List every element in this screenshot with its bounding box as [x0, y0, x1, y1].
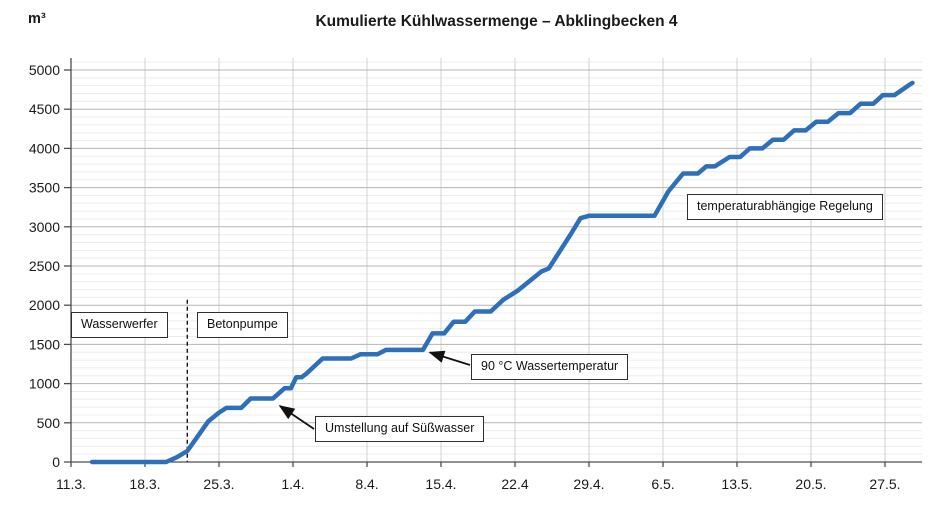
y-tick-label: 2500 — [29, 258, 60, 274]
x-axis-tick-labels: 11.3. 18.3. 25.3. 1.4. 8.4. 15.4. 22.4 29.4. 6.5… — [56, 476, 901, 492]
x-tick-label: 6.5. — [651, 476, 674, 492]
annotation-betonpumpe: Betonpumpe — [197, 312, 288, 338]
gridlines-major — [71, 69, 922, 424]
y-tick-label: 4500 — [29, 101, 60, 117]
annotation-arrows — [278, 350, 471, 430]
x-tick-label: 27.5. — [869, 476, 900, 492]
gridlines-minor — [71, 61, 922, 455]
x-tick-label: 25.3. — [203, 476, 234, 492]
y-tick-label: 5000 — [29, 62, 60, 78]
annotation-wasserwerfer: Wasserwerfer — [71, 312, 168, 338]
y-axis-tick-labels: 0 500 1000 1500 2000 2500 3000 3500 4000 4500 5000 — [29, 62, 60, 470]
cooling-water-series-line — [89, 80, 915, 465]
annotation-90c-wassertemperatur: 90 °C Wassertemperatur — [471, 354, 629, 380]
x-tick-label: 18.3. — [129, 476, 160, 492]
x-tick-label: 13.5. — [721, 476, 752, 492]
x-tick-label: 20.5. — [795, 476, 826, 492]
y-tick-label: 2000 — [29, 297, 60, 313]
y-tick-label: 3000 — [29, 219, 60, 235]
gridlines-vertical — [144, 58, 886, 462]
x-tick-label: 22.4 — [501, 476, 528, 492]
y-tick-label: 1500 — [29, 336, 60, 352]
suesswasser-arrow — [278, 405, 315, 430]
x-tick-label: 11.3. — [56, 476, 86, 492]
y-tick-label: 500 — [37, 415, 61, 431]
axes — [64, 58, 922, 467]
y-tick-label: 1000 — [29, 376, 60, 392]
wassertemperatur-arrow — [428, 350, 471, 366]
y-axis-unit-label: m³ — [28, 11, 46, 27]
x-tick-label: 29.4. — [573, 476, 604, 492]
x-tick-label: 15.4. — [425, 476, 456, 492]
y-tick-label: 0 — [52, 454, 60, 470]
y-tick-label: 3500 — [29, 180, 60, 196]
chart-title: Kumulierte Kühlwassermenge – Abklingbeck… — [315, 13, 678, 30]
annotation-temperaturabhaengige-regelung: temperaturabhängige Regelung — [687, 194, 883, 220]
annotation-umstellung-suesswasser: Umstellung auf Süßwasser — [315, 416, 485, 442]
x-tick-label: 8.4. — [355, 476, 378, 492]
x-tick-label: 1.4. — [281, 476, 304, 492]
y-tick-label: 4000 — [29, 140, 60, 156]
